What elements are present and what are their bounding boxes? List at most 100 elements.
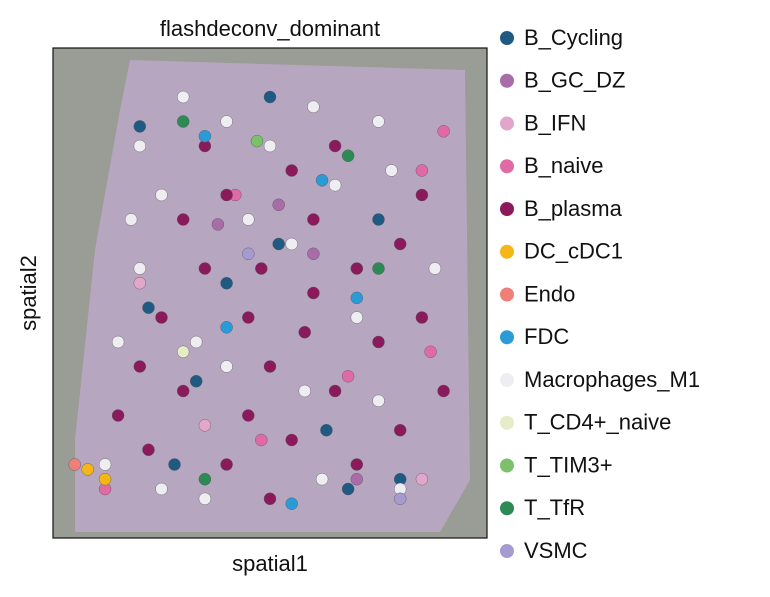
spot — [155, 311, 168, 324]
spot — [350, 473, 363, 486]
spot — [198, 473, 212, 486]
spot — [220, 321, 233, 334]
spot — [155, 188, 168, 202]
spot — [142, 443, 155, 456]
legend-label: VSMC — [524, 538, 588, 563]
spot — [285, 237, 298, 251]
spot — [341, 370, 355, 383]
spot — [394, 424, 407, 437]
spot — [424, 345, 437, 358]
spot — [307, 100, 320, 114]
spot — [176, 345, 190, 358]
spot — [372, 213, 385, 226]
legend-label: B_Cycling — [524, 25, 623, 50]
spot — [133, 139, 147, 153]
spot — [272, 198, 285, 212]
legend-marker — [500, 287, 514, 302]
spot — [168, 458, 181, 471]
plot-frame — [52, 47, 488, 539]
spot — [98, 458, 112, 471]
spot — [328, 384, 342, 398]
spot — [124, 213, 138, 226]
spot — [133, 262, 147, 275]
spot — [428, 262, 442, 275]
legend-label: DC_cDC1 — [524, 239, 623, 264]
spot — [415, 188, 429, 202]
spot — [394, 237, 407, 251]
spot — [133, 360, 147, 373]
tissue-image — [75, 60, 470, 532]
legend-marker — [500, 458, 514, 473]
spot — [350, 458, 363, 471]
spot — [176, 115, 190, 128]
spot — [220, 360, 233, 373]
legend-label: B_naive — [524, 153, 604, 178]
spot — [328, 178, 342, 192]
spot — [133, 277, 147, 290]
spot — [198, 262, 212, 275]
spot — [415, 311, 429, 324]
spot — [415, 473, 429, 486]
spot — [272, 237, 285, 251]
spot — [315, 473, 329, 486]
legend-label: Macrophages_M1 — [524, 367, 700, 392]
legend-marker — [500, 501, 514, 516]
spot — [176, 90, 190, 104]
spot — [198, 129, 212, 143]
spot — [98, 473, 112, 486]
spot — [198, 419, 212, 432]
spot — [328, 139, 342, 153]
spot — [350, 262, 363, 275]
spot — [133, 120, 147, 133]
y-axis-label: spatial2 — [16, 255, 41, 331]
spot — [220, 188, 233, 202]
spots — [68, 90, 450, 510]
spot — [220, 458, 233, 471]
spot — [372, 115, 385, 128]
legend-marker — [500, 159, 514, 174]
spot — [285, 433, 298, 447]
legend-marker — [500, 330, 514, 345]
spot — [372, 262, 385, 275]
spot — [263, 492, 277, 505]
spot — [176, 213, 190, 226]
legend-marker — [500, 244, 514, 259]
spot — [220, 277, 233, 290]
legend-marker — [500, 116, 514, 131]
spot — [68, 458, 81, 471]
spot — [263, 360, 277, 373]
spot — [111, 409, 125, 422]
spot — [255, 433, 268, 447]
spot — [242, 311, 255, 324]
spot — [372, 335, 385, 349]
spot — [198, 492, 212, 505]
spot — [394, 492, 407, 505]
legend-label: T_TfR — [524, 495, 585, 520]
spot — [242, 247, 255, 261]
spot — [250, 134, 264, 148]
spot — [415, 164, 429, 177]
spot — [142, 301, 155, 314]
spot — [341, 149, 355, 163]
spot — [176, 384, 190, 398]
spot — [372, 394, 385, 407]
spot — [255, 262, 268, 275]
spot — [263, 139, 277, 153]
spot — [298, 384, 311, 398]
legend-marker — [500, 73, 514, 88]
spot — [285, 497, 298, 510]
legend-label: T_CD4+_naive — [524, 410, 671, 435]
spot — [437, 384, 450, 398]
legend-marker — [500, 202, 514, 216]
spot — [111, 335, 125, 349]
spot — [315, 174, 329, 187]
spot — [190, 335, 203, 349]
spot — [341, 482, 355, 496]
spot — [155, 482, 168, 496]
spot — [437, 125, 450, 138]
x-axis-label: spatial1 — [232, 551, 308, 576]
spot — [307, 286, 320, 300]
legend-marker — [500, 31, 514, 45]
legend-label: FDC — [524, 324, 569, 349]
